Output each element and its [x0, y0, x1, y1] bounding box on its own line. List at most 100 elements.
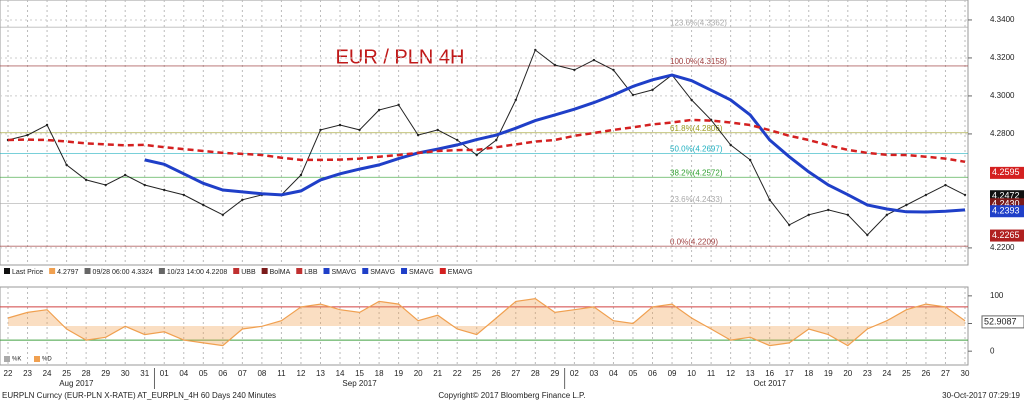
fib-label: 23.6%(4.2433)	[670, 195, 723, 204]
price-point	[104, 183, 107, 187]
price-point	[182, 193, 185, 197]
price-point	[885, 213, 889, 217]
price-point	[123, 173, 127, 177]
price-point	[241, 198, 244, 202]
x-tick-label: 13	[316, 369, 325, 378]
x-tick-label: 18	[804, 369, 813, 378]
price-point	[45, 123, 49, 127]
legend-label: SMAVG	[409, 269, 434, 276]
legend-swatch	[362, 268, 369, 274]
price-point	[377, 108, 381, 112]
price-point	[299, 173, 303, 177]
x-tick-label: 22	[453, 369, 462, 378]
price-point	[709, 118, 713, 122]
price-box	[990, 229, 1024, 242]
x-tick-label: 04	[179, 369, 188, 378]
x-tick-label: 02	[570, 369, 579, 378]
price-point	[319, 128, 322, 132]
x-tick-label: 25	[62, 369, 71, 378]
x-tick-label: 09	[668, 369, 677, 378]
fib-label: 0.0%(4.2209)	[670, 237, 718, 246]
price-point	[553, 63, 557, 67]
x-tick-label: 06	[648, 369, 657, 378]
y-tick-label: 4.3200	[990, 53, 1015, 62]
x-tick-label: 29	[550, 369, 559, 378]
price-point	[944, 183, 947, 187]
x-tick-label: 19	[394, 369, 403, 378]
price-point	[416, 133, 420, 137]
x-tick-label: 11	[277, 369, 286, 378]
x-tick-label: 28	[531, 369, 540, 378]
x-tick-label: 23	[23, 369, 32, 378]
price-point	[788, 223, 791, 227]
x-tick-label: 31	[140, 369, 149, 378]
x-tick-label: 29	[101, 369, 110, 378]
x-tick-label: 08	[257, 369, 266, 378]
price-point	[397, 103, 400, 107]
price-point	[163, 188, 166, 192]
legend-swatch	[323, 268, 330, 274]
x-tick-label: 01	[160, 369, 169, 378]
x-tick-label: 25	[472, 369, 481, 378]
x-tick-label: 12	[726, 369, 735, 378]
legend-swatch	[261, 268, 268, 274]
price-point	[358, 128, 361, 132]
fib-label: 38.2%(4.2572)	[670, 168, 723, 177]
x-tick-label: 26	[921, 369, 930, 378]
price-point	[436, 128, 439, 132]
x-tick-label: 17	[785, 369, 794, 378]
x-tick-label: 25	[902, 369, 911, 378]
legend-label: UBB	[241, 269, 256, 276]
price-point	[846, 213, 850, 217]
price-point	[84, 178, 88, 182]
price-point	[651, 88, 654, 92]
x-tick-label: 30	[961, 369, 970, 378]
price-point	[221, 213, 225, 217]
price-box	[990, 205, 1024, 218]
series-line	[7, 118, 966, 164]
legend-label: EMAVG	[448, 269, 473, 276]
price-point	[475, 153, 478, 157]
price-box-label: 4.2265	[992, 230, 1020, 240]
x-tick-label: 24	[43, 369, 52, 378]
price-box-label: 4.2595	[992, 167, 1020, 177]
legend-swatch	[4, 356, 10, 362]
price-point	[573, 68, 576, 72]
price-point	[534, 48, 537, 52]
y-tick-label: 100	[990, 291, 1004, 300]
footer-right: 30-Oct-2017 07:29:19	[942, 391, 1020, 400]
x-tick-label: 26	[492, 369, 501, 378]
fib-label: 123.6%(4.3362)	[670, 18, 727, 27]
y-tick-label: 4.2200	[990, 243, 1015, 252]
price-box-label: 4.2393	[992, 206, 1020, 216]
month-label: Oct 2017	[753, 379, 786, 388]
x-tick-label: 20	[843, 369, 852, 378]
x-tick-label: 13	[746, 369, 755, 378]
price-point	[827, 208, 830, 212]
x-tick-label: 22	[4, 369, 13, 378]
price-point	[592, 58, 596, 62]
price-point	[866, 233, 869, 237]
x-tick-label: 18	[375, 369, 384, 378]
legend-swatch	[439, 268, 446, 274]
chart-title: EUR / PLN 4H	[336, 46, 465, 68]
price-point	[807, 213, 810, 217]
legend-label: 09/28 06:00 4.3324	[93, 269, 153, 276]
y-tick-label: 4.3400	[990, 15, 1015, 24]
x-tick-label: 11	[707, 369, 716, 378]
price-point	[338, 123, 342, 127]
price-point	[729, 143, 732, 147]
x-tick-label: 19	[824, 369, 833, 378]
y-tick-label: 4.3000	[990, 91, 1015, 100]
x-tick-label: 07	[238, 369, 247, 378]
x-tick-label: 03	[589, 369, 598, 378]
series-line	[144, 73, 966, 214]
x-tick-label: 10	[687, 369, 696, 378]
x-tick-label: 04	[609, 369, 618, 378]
fib-label: 61.8%(4.2806)	[670, 124, 723, 133]
current-value-label: 52.9087	[984, 316, 1017, 326]
price-point	[690, 98, 693, 102]
oscillator-panel	[0, 286, 969, 366]
